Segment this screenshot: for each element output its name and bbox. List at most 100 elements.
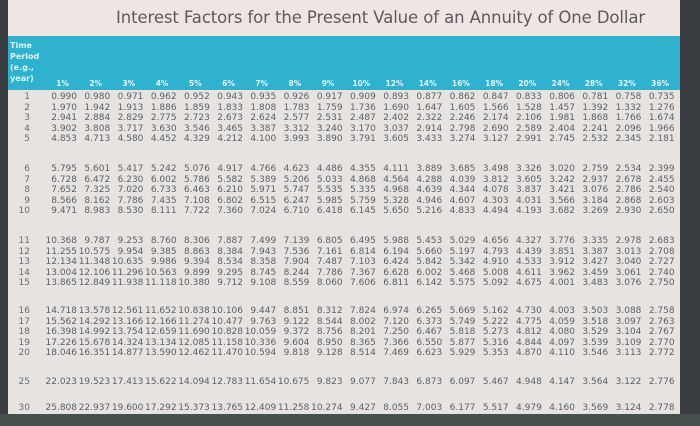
period-cell: 16 bbox=[18, 306, 30, 316]
factor-cell: 5.749 bbox=[449, 316, 476, 327]
factor-cell: 3.529 bbox=[582, 327, 609, 337]
factor-cell: 17.292 bbox=[145, 403, 177, 413]
factor-cell: 2.577 bbox=[283, 113, 310, 123]
factor-cell: 3.061 bbox=[615, 267, 642, 278]
factor-cell: 10.635 bbox=[111, 257, 144, 267]
factor-cell: 4.948 bbox=[516, 377, 542, 387]
factor-cell: 7.366 bbox=[383, 337, 409, 348]
factor-cell: 5.601 bbox=[84, 164, 111, 174]
factor-cell: 4.452 bbox=[150, 134, 177, 144]
factor-cell: 2.532 bbox=[582, 134, 609, 144]
factor-cell: 13.578 bbox=[78, 306, 111, 316]
factor-cell: 6.177 bbox=[449, 403, 476, 413]
factor-cell: 6.145 bbox=[350, 206, 376, 216]
factor-cell: 8.756 bbox=[316, 327, 343, 337]
factor-cell: 4.580 bbox=[117, 134, 144, 144]
factor-cell: 5.929 bbox=[449, 348, 476, 358]
factor-cell: 2.246 bbox=[449, 113, 476, 123]
factor-cell: 4.844 bbox=[516, 337, 542, 348]
factor-cell: 8.760 bbox=[150, 236, 177, 246]
factor-cell: 2.531 bbox=[316, 113, 343, 123]
factor-cell: 14.292 bbox=[78, 316, 111, 327]
factor-cell: 3.269 bbox=[582, 206, 609, 216]
factor-cell: 4.533 bbox=[516, 257, 542, 267]
period-cell: 2 bbox=[24, 102, 30, 113]
factor-cell: 5.335 bbox=[350, 185, 376, 195]
factor-cell: 10.675 bbox=[277, 377, 310, 387]
factor-cell: 5.197 bbox=[449, 246, 476, 257]
factor-cell: 3.040 bbox=[615, 257, 642, 267]
factor-cell: 2.941 bbox=[51, 113, 77, 123]
factor-cell: 4.147 bbox=[549, 377, 575, 387]
factor-cell: 4.868 bbox=[350, 174, 376, 185]
factor-cell: 2.770 bbox=[648, 337, 675, 348]
factor-cell: 11.274 bbox=[178, 316, 210, 327]
rate-column-header: 16% bbox=[451, 79, 470, 88]
factor-cell: 9.427 bbox=[350, 403, 376, 413]
factor-cell: 0.735 bbox=[648, 92, 675, 102]
factor-cell: 6.495 bbox=[350, 236, 376, 246]
factor-cell: 1.942 bbox=[84, 102, 111, 113]
factor-cell: 4.713 bbox=[84, 134, 111, 144]
factor-cell: 3.902 bbox=[51, 123, 77, 134]
period-cell: 20 bbox=[18, 348, 30, 358]
factor-cell: 7.843 bbox=[383, 377, 409, 387]
factor-cell: 4.097 bbox=[549, 337, 575, 348]
factor-cell: 6.805 bbox=[316, 236, 343, 246]
factor-cell: 5.076 bbox=[184, 164, 210, 174]
factor-cell: 10.838 bbox=[178, 306, 210, 316]
factor-cell: 7.250 bbox=[383, 327, 409, 337]
factor-cell: 3.518 bbox=[582, 316, 609, 327]
factor-cell: 3.433 bbox=[416, 134, 443, 144]
factor-cell: 3.791 bbox=[350, 134, 376, 144]
factor-cell: 6.472 bbox=[84, 174, 111, 185]
factor-cell: 2.778 bbox=[648, 403, 675, 413]
factor-cell: 2.750 bbox=[648, 278, 675, 288]
factor-cell: 6.142 bbox=[416, 278, 443, 288]
factor-cell: 10.336 bbox=[244, 337, 277, 348]
rate-column-header: 9% bbox=[321, 79, 335, 88]
factor-cell: 3.335 bbox=[582, 236, 609, 246]
factor-cell: 3.566 bbox=[549, 195, 575, 206]
factor-cell: 4.212 bbox=[217, 134, 243, 144]
factor-cell: 4.039 bbox=[449, 174, 476, 185]
factor-cell: 11.652 bbox=[145, 306, 177, 316]
factor-cell: 1.690 bbox=[383, 102, 409, 113]
factor-cell: 4.607 bbox=[449, 195, 476, 206]
factor-cell: 1.859 bbox=[184, 102, 210, 113]
factor-cell: 2.745 bbox=[549, 134, 575, 144]
factor-cell: 6.811 bbox=[383, 278, 409, 288]
factor-cell: 9.899 bbox=[184, 267, 210, 278]
factor-cell: 2.937 bbox=[582, 174, 609, 185]
factor-cell: 17.413 bbox=[111, 377, 144, 387]
factor-cell: 3.564 bbox=[582, 377, 609, 387]
factor-cell: 6.265 bbox=[416, 306, 443, 316]
factor-cell: 8.534 bbox=[217, 257, 243, 267]
factor-cell: 3.837 bbox=[516, 185, 542, 195]
factor-cell: 8.530 bbox=[117, 206, 144, 216]
factor-cell: 6.467 bbox=[416, 327, 443, 337]
factor-cell: 4.110 bbox=[549, 348, 575, 358]
factor-cell: 2.914 bbox=[416, 123, 443, 134]
factor-cell: 2.708 bbox=[648, 246, 675, 257]
factor-cell: 2.540 bbox=[648, 185, 675, 195]
factor-cell: 7.824 bbox=[350, 306, 376, 316]
factor-cell: 5.747 bbox=[283, 185, 310, 195]
factor-cell: 3.088 bbox=[615, 306, 642, 316]
factor-cell: 4.003 bbox=[549, 306, 575, 316]
factor-cell: 8.201 bbox=[350, 327, 376, 337]
factor-cell: 0.758 bbox=[615, 92, 642, 102]
factor-cell: 0.862 bbox=[449, 92, 476, 102]
period-header-line: Period bbox=[10, 52, 40, 61]
factor-cell: 8.566 bbox=[51, 195, 77, 206]
factor-cell: 0.926 bbox=[283, 92, 310, 102]
factor-cell: 2.978 bbox=[615, 236, 642, 246]
factor-cell: 1.981 bbox=[549, 113, 575, 123]
rate-column-header: 36% bbox=[651, 79, 670, 88]
factor-cell: 11.470 bbox=[211, 348, 244, 358]
factor-cell: 7.024 bbox=[250, 206, 277, 216]
factor-cell: 9.295 bbox=[217, 267, 243, 278]
factor-cell: 1.457 bbox=[549, 102, 575, 113]
period-cell: 7 bbox=[24, 174, 30, 185]
factor-cell: 14.877 bbox=[111, 348, 144, 358]
